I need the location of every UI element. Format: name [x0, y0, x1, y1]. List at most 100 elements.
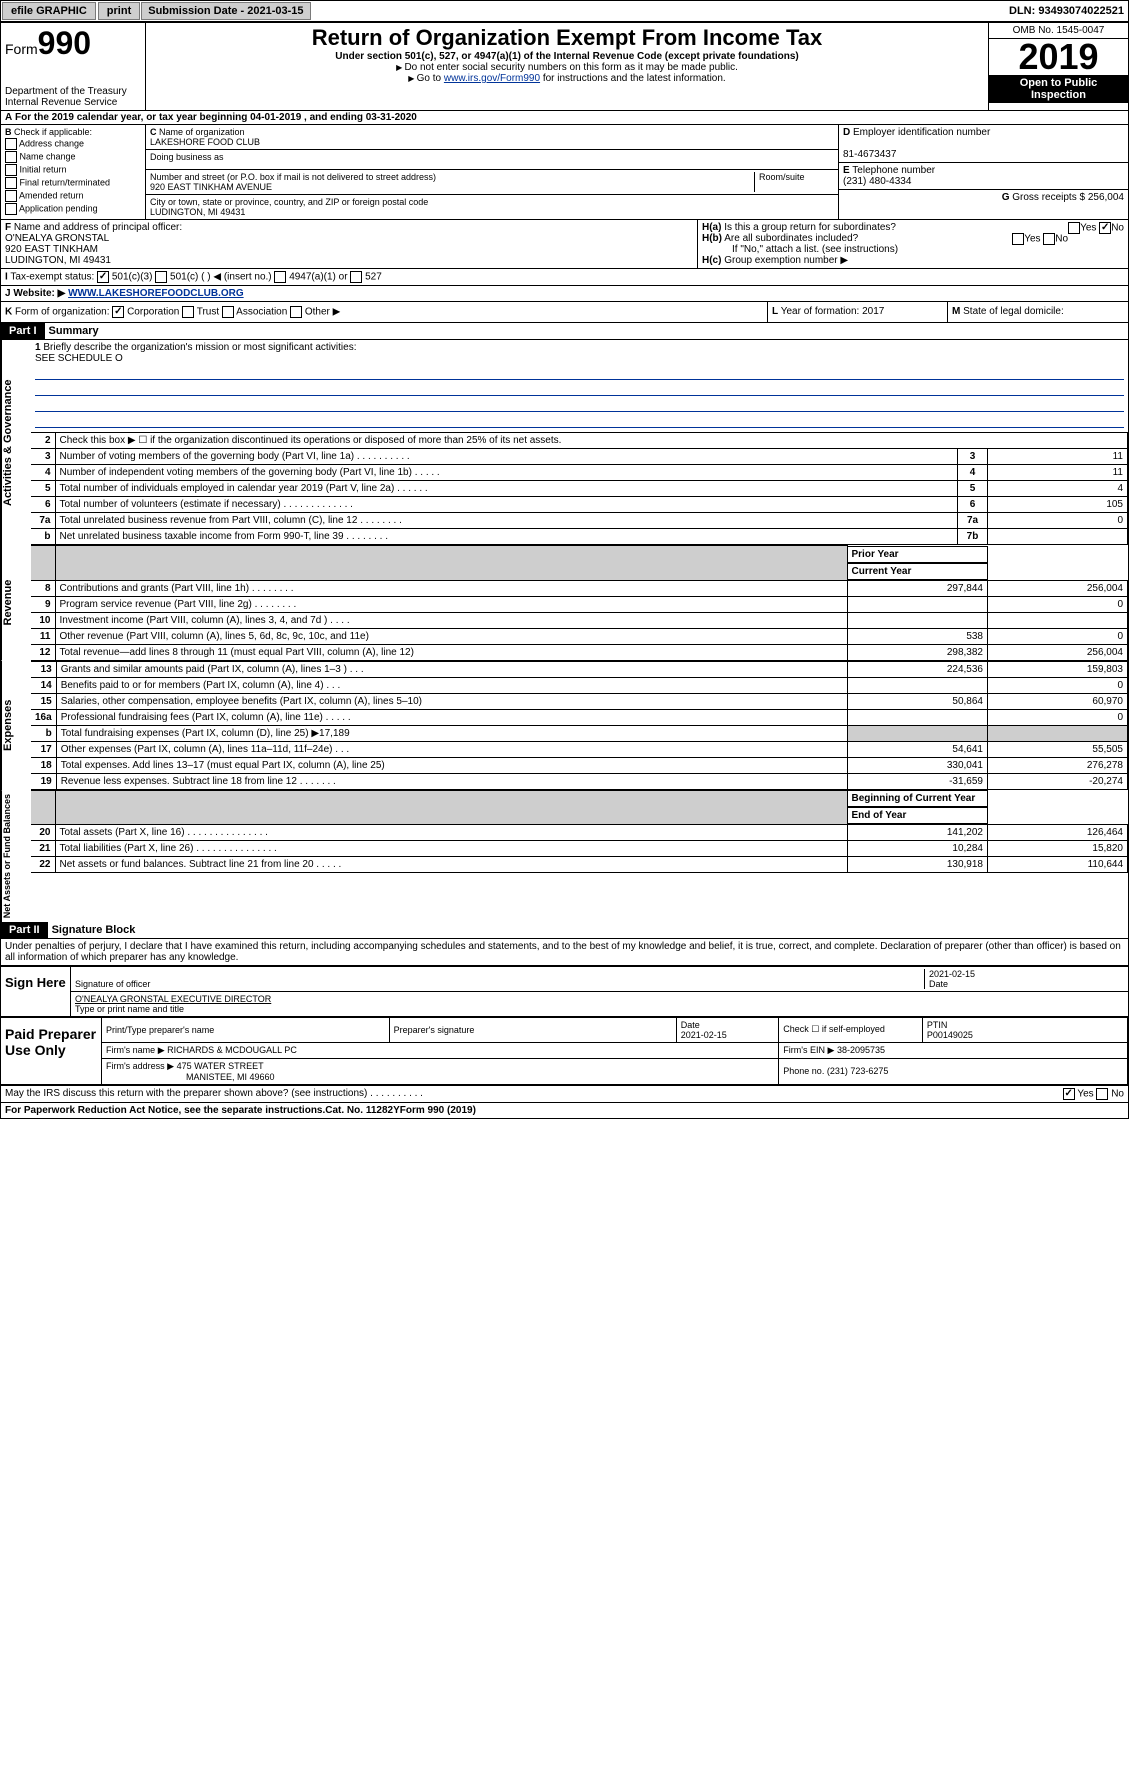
form-subtitle-2: Do not enter social security numbers on … — [150, 62, 984, 73]
officer-name: O'NEALYA GRONSTAL — [5, 233, 109, 244]
hb-no-checkbox[interactable] — [1043, 233, 1055, 245]
527-checkbox[interactable] — [350, 271, 362, 283]
current-year-hdr: Current Year — [848, 563, 988, 580]
sig-date: 2021-02-15 — [929, 969, 975, 979]
type-print-label: Type or print name and title — [75, 1004, 184, 1014]
name-change-checkbox[interactable] — [5, 151, 17, 163]
corp-checkbox[interactable] — [112, 306, 124, 318]
addr-change-checkbox[interactable] — [5, 138, 17, 150]
initial-return-checkbox[interactable] — [5, 164, 17, 176]
assoc-checkbox[interactable] — [222, 306, 234, 318]
side-activities: Activities & Governance — [1, 340, 31, 545]
cat-no: Cat. No. 11282Y — [325, 1105, 399, 1116]
street-address: 920 EAST TINKHAM AVENUE — [150, 182, 272, 192]
ein-value: 81-4673437 — [843, 149, 896, 160]
l13: Grants and similar amounts paid (Part IX… — [56, 661, 847, 677]
form-label: Form — [5, 41, 38, 57]
officer-city: LUDINGTON, MI 49431 — [5, 255, 111, 266]
prep-name-label: Print/Type preparer's name — [102, 1018, 389, 1043]
paid-preparer-label: Paid Preparer Use Only — [1, 1018, 102, 1084]
l9: Program service revenue (Part VIII, line… — [55, 596, 847, 612]
hb-yes-checkbox[interactable] — [1012, 233, 1024, 245]
final-return-checkbox[interactable] — [5, 177, 17, 189]
form-number: 990 — [38, 25, 91, 61]
4947-checkbox[interactable] — [274, 271, 286, 283]
ptin-value: P00149025 — [927, 1030, 973, 1040]
discuss-no-checkbox[interactable] — [1096, 1088, 1108, 1100]
l3-value: 11 — [988, 449, 1128, 465]
l7b-value — [988, 529, 1128, 545]
firm-phone: (231) 723-6275 — [827, 1066, 889, 1076]
prior-year-hdr: Prior Year — [848, 546, 988, 563]
officer-label: Name and address of principal officer: — [14, 222, 182, 233]
city-label: City or town, state or province, country… — [150, 197, 428, 207]
501c-checkbox[interactable] — [155, 271, 167, 283]
l6: Total number of volunteers (estimate if … — [55, 497, 958, 513]
l1-label: Briefly describe the organization's miss… — [43, 342, 356, 353]
footer: For Paperwork Reduction Act Notice, see … — [1, 1103, 1128, 1118]
submission-date: Submission Date - 2021-03-15 — [141, 2, 310, 20]
ha-no-checkbox[interactable] — [1099, 222, 1111, 234]
form-title: Return of Organization Exempt From Incom… — [150, 25, 984, 51]
goto-pre: Go to — [417, 73, 444, 84]
l5: Total number of individuals employed in … — [55, 481, 958, 497]
l3: Number of voting members of the governin… — [55, 449, 958, 465]
room-label: Room/suite — [759, 172, 805, 182]
l18: Total expenses. Add lines 13–17 (must eq… — [56, 757, 847, 773]
row-klm: K Form of organization: Corporation Trus… — [1, 302, 1128, 323]
sign-here-label: Sign Here — [1, 967, 71, 1016]
sig-officer-label: Signature of officer — [75, 979, 150, 989]
gross-receipts-value: 256,004 — [1088, 192, 1124, 203]
l1-value: SEE SCHEDULE O — [35, 353, 123, 364]
firm-ein: 38-2095735 — [837, 1045, 885, 1055]
officer-addr: 920 EAST TINKHAM — [5, 244, 98, 255]
ha-label: Is this a group return for subordinates? — [724, 222, 896, 233]
sig-date-label: Date — [929, 979, 948, 989]
form-footer: Form 990 (2019) — [400, 1105, 476, 1116]
tax-year: 2019 — [989, 39, 1128, 75]
goto-post: for instructions and the latest informat… — [540, 73, 726, 84]
form-subtitle-1: Under section 501(c), 527, or 4947(a)(1)… — [150, 51, 984, 62]
l15: Salaries, other compensation, employee b… — [56, 693, 847, 709]
block-bcdeg: B Check if applicable: Address change Na… — [1, 125, 1128, 220]
l22: Net assets or fund balances. Subtract li… — [55, 857, 847, 873]
perjury-statement: Under penalties of perjury, I declare th… — [1, 939, 1128, 965]
dept-label: Department of the Treasury Internal Reve… — [5, 86, 141, 108]
l14: Benefits paid to or for members (Part IX… — [56, 677, 847, 693]
irs-link[interactable]: www.irs.gov/Form990 — [444, 73, 540, 84]
ha-yes-checkbox[interactable] — [1068, 222, 1080, 234]
app-pending-checkbox[interactable] — [5, 203, 17, 215]
beg-year-hdr: Beginning of Current Year — [848, 790, 988, 807]
addr-label: Number and street (or P.O. box if mail i… — [150, 172, 436, 182]
phone-label: Telephone number — [852, 165, 935, 176]
side-revenue: Revenue — [1, 545, 31, 661]
l4: Number of independent voting members of … — [55, 465, 958, 481]
b-label: Check if applicable: — [14, 127, 92, 137]
hc-label: Group exemption number — [724, 255, 837, 266]
efile-button[interactable]: efile GRAPHIC — [2, 2, 96, 20]
part1-header: Part I — [1, 323, 45, 339]
firm-addr: 475 WATER STREET — [177, 1061, 264, 1071]
officer-printed-name: O'NEALYA GRONSTAL EXECUTIVE DIRECTOR — [75, 994, 271, 1004]
side-netassets: Net Assets or Fund Balances — [1, 790, 31, 922]
l7b: Net unrelated business taxable income fr… — [55, 529, 958, 545]
other-checkbox[interactable] — [290, 306, 302, 318]
discuss-yes-checkbox[interactable] — [1063, 1088, 1075, 1100]
gross-receipts-label: Gross receipts $ — [1012, 192, 1085, 203]
name-label: Name of organization — [159, 127, 245, 137]
form-header: Form990 Department of the Treasury Inter… — [1, 23, 1128, 111]
sign-here-block: Sign Here Signature of officer 2021-02-15… — [1, 965, 1128, 1018]
row-a: A For the 2019 calendar year, or tax yea… — [1, 111, 1128, 125]
topbar: efile GRAPHIC print Submission Date - 20… — [0, 0, 1129, 22]
part2-title: Signature Block — [48, 922, 140, 938]
amended-return-checkbox[interactable] — [5, 190, 17, 202]
part2-header: Part II — [1, 922, 48, 938]
trust-checkbox[interactable] — [182, 306, 194, 318]
ein-label: Employer identification number — [853, 127, 990, 138]
website-link[interactable]: WWW.LAKESHOREFOODCLUB.ORG — [68, 288, 244, 299]
prep-sig-label: Preparer's signature — [389, 1018, 676, 1043]
l20: Total assets (Part X, line 16) . . . . .… — [55, 825, 847, 841]
print-button[interactable]: print — [98, 2, 140, 20]
l4-value: 11 — [988, 465, 1128, 481]
501c3-checkbox[interactable] — [97, 271, 109, 283]
